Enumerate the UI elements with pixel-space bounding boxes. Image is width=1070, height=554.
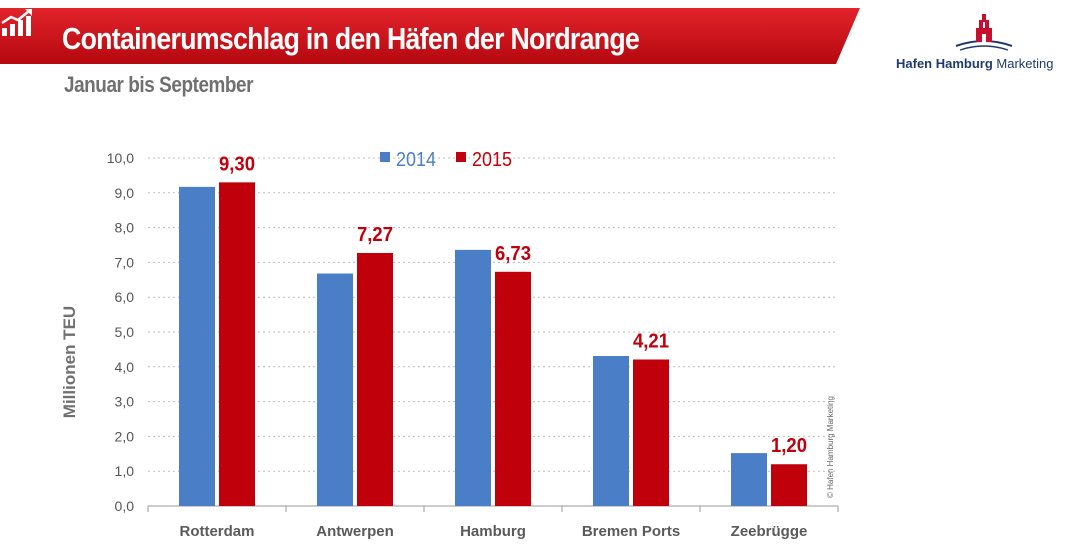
chart-growth-icon <box>1 9 32 36</box>
bar-2014-3 <box>455 249 491 506</box>
x-tick-label: Antwerpen <box>316 523 394 540</box>
page-title: Containerumschlag in den Häfen der Nordr… <box>62 21 640 56</box>
bar-2014-5 <box>731 453 767 506</box>
data-label: 1,20 <box>771 435 807 457</box>
y-tick-label: 3,0 <box>115 394 135 410</box>
bar-2015-2 <box>357 253 393 506</box>
y-tick-label: 5,0 <box>115 324 135 340</box>
bar-2015-3 <box>495 271 531 506</box>
bar-2015-4 <box>633 359 669 506</box>
y-axis-label: Millionen TEU <box>60 305 79 419</box>
y-tick-label: 9,0 <box>115 185 135 201</box>
logo-text: Hafen Hamburg Marketing <box>896 56 1054 71</box>
x-tick-label: Hamburg <box>460 523 526 540</box>
hamburg-castle-icon <box>955 14 1013 51</box>
logo-text-bold: Hafen Hamburg <box>896 56 993 71</box>
bar-2015-1 <box>219 182 255 507</box>
y-tick-label: 7,0 <box>115 254 135 270</box>
hafen-hamburg-logo: Hafen Hamburg Marketing <box>896 8 1066 74</box>
legend-label-2015: 2015 <box>472 149 512 171</box>
x-tick-label: Rotterdam <box>179 523 254 540</box>
y-tick-label: 10,0 <box>107 150 134 166</box>
y-tick-label: 2,0 <box>115 428 135 444</box>
legend-label-2014: 2014 <box>396 149 436 171</box>
bar-2015-5 <box>771 464 807 506</box>
data-label: 7,27 <box>357 224 393 246</box>
page-subtitle: Januar bis September <box>64 72 254 97</box>
title-banner: Containerumschlag in den Häfen der Nordr… <box>0 8 860 64</box>
legend-swatch-2015 <box>456 152 466 162</box>
y-tick-label: 8,0 <box>115 220 135 236</box>
banner-shape <box>0 8 860 64</box>
data-label: 6,73 <box>495 243 531 265</box>
x-tick-label: Bremen Ports <box>582 523 680 540</box>
y-tick-label: 0,0 <box>115 498 135 514</box>
bar-2014-1 <box>179 186 215 506</box>
copyright-note: © Hafen Hamburg Marketing <box>826 396 835 498</box>
data-label: 9,30 <box>219 153 255 175</box>
y-tick-label: 4,0 <box>115 359 135 375</box>
x-tick-label: Zeebrügge <box>731 523 808 540</box>
logo-text-light: Marketing <box>996 56 1054 71</box>
data-label: 4,21 <box>633 330 669 352</box>
y-tick-label: 1,0 <box>115 463 135 479</box>
bar-2014-2 <box>317 273 353 506</box>
bar-2014-4 <box>593 356 629 506</box>
y-tick-label: 6,0 <box>115 289 135 305</box>
legend-swatch-2014 <box>380 152 390 162</box>
